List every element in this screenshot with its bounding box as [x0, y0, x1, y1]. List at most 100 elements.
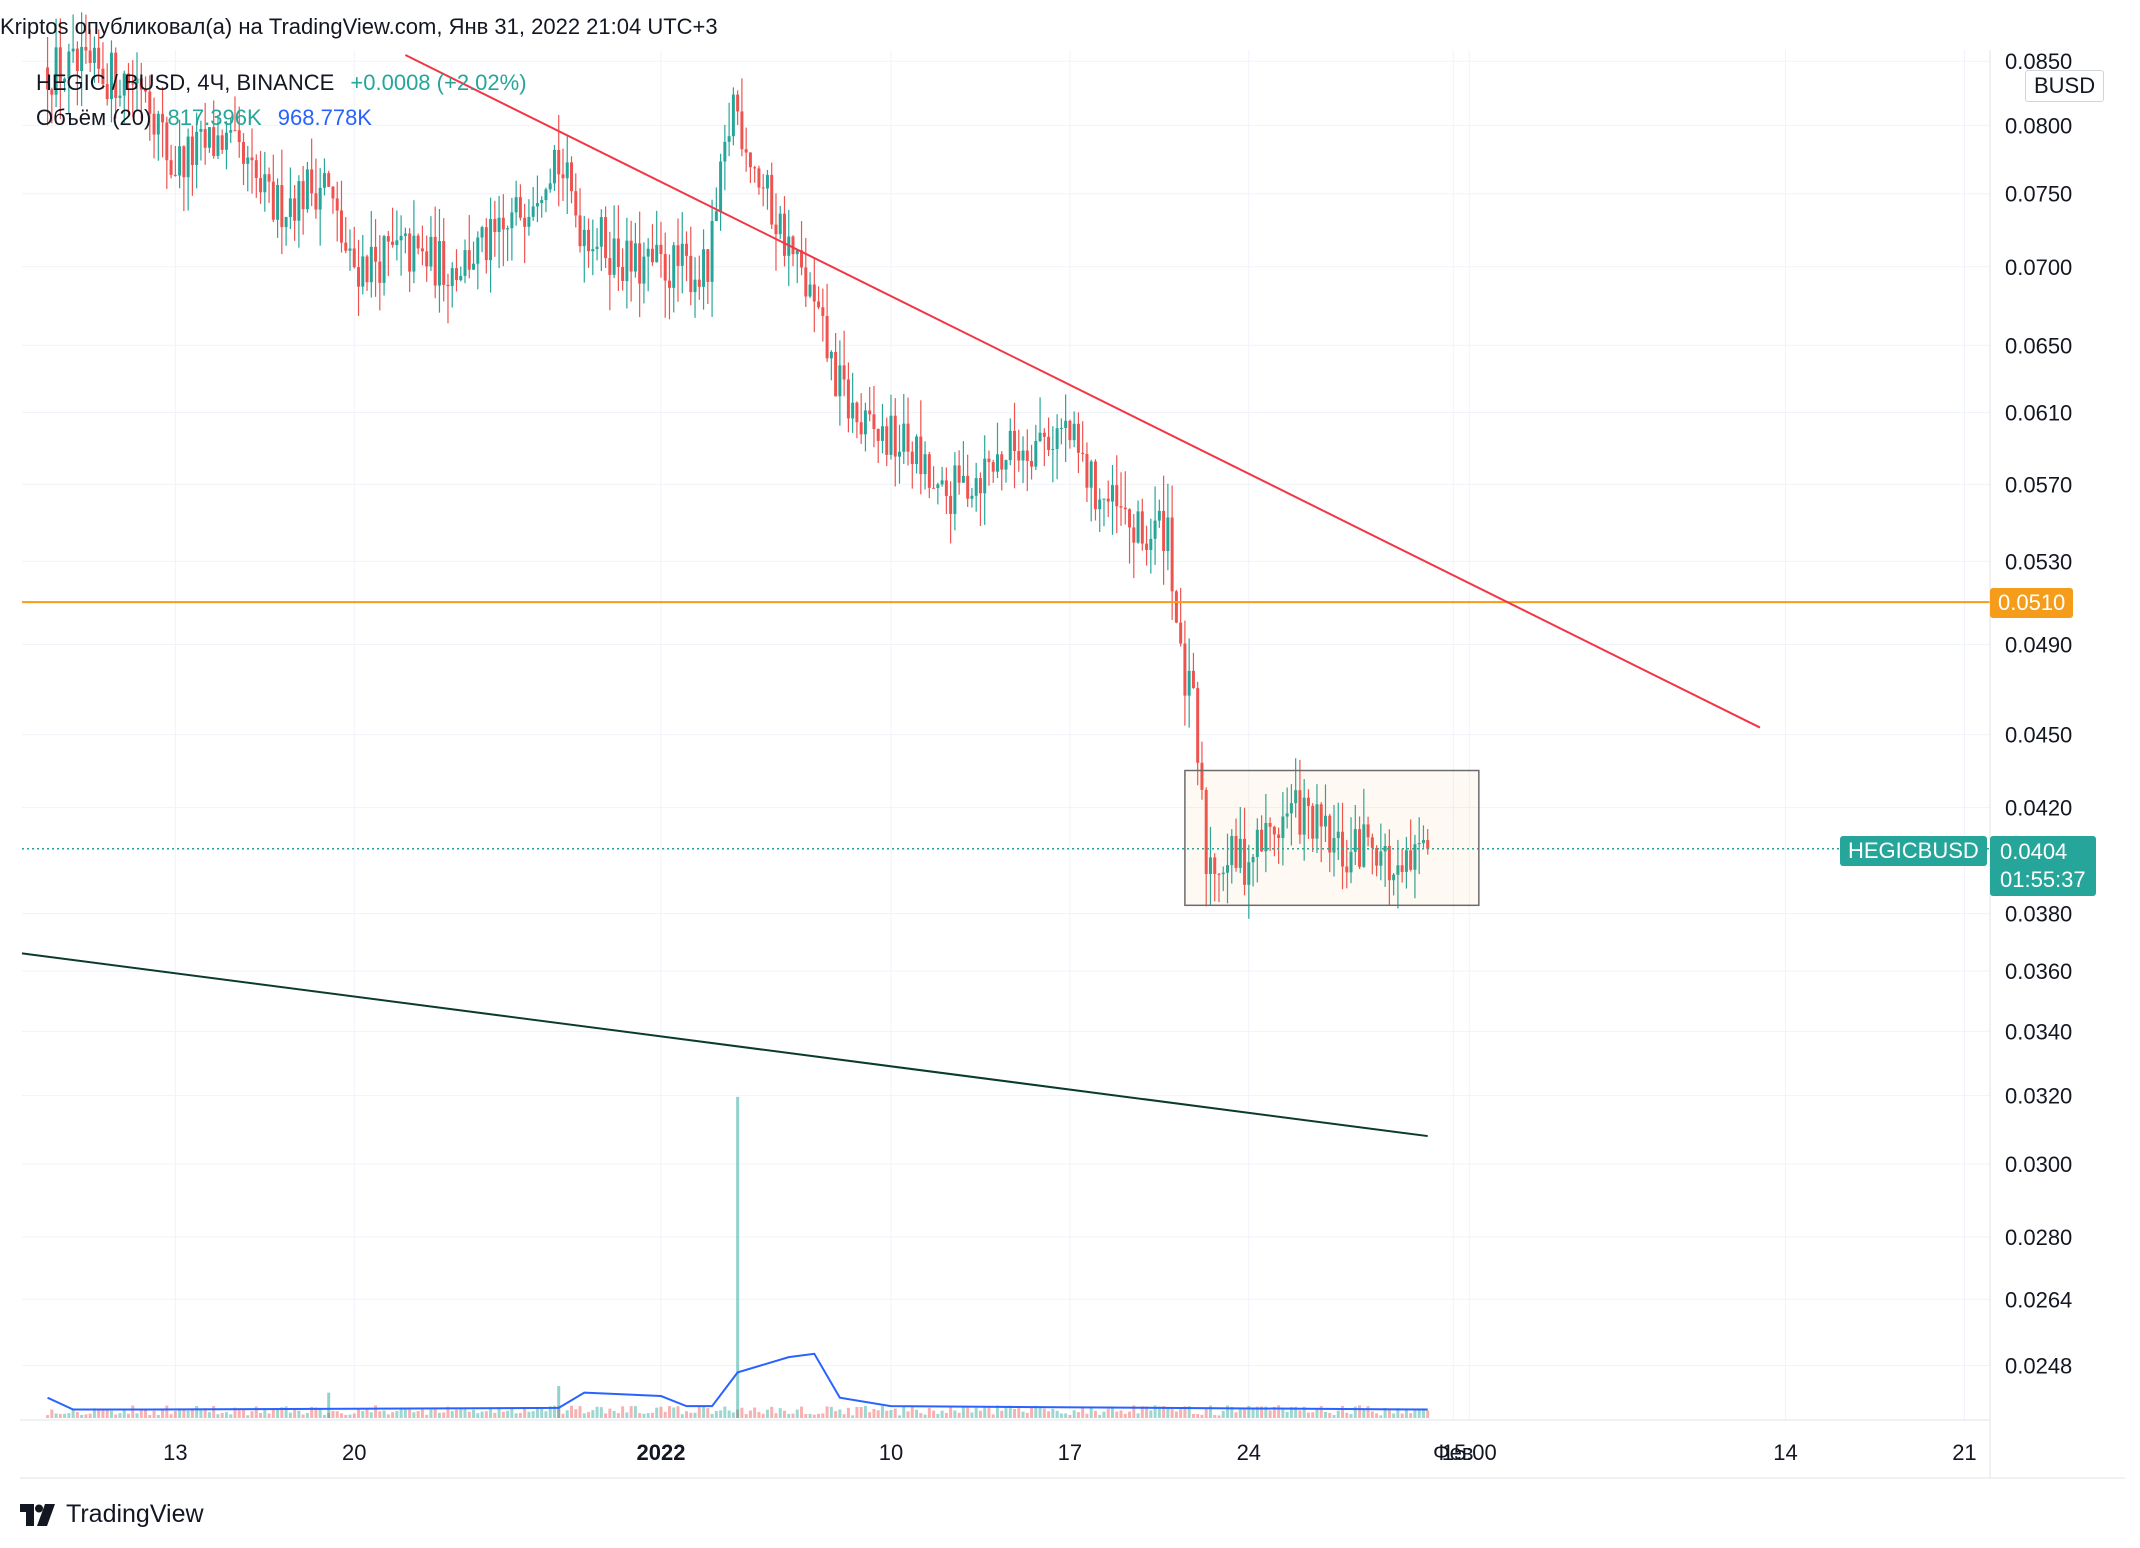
- volume-bar: [800, 1406, 804, 1418]
- candle-body: [148, 91, 152, 114]
- candle-body: [1319, 804, 1323, 827]
- volume-bar: [834, 1411, 838, 1418]
- volume-bar: [1064, 1413, 1068, 1418]
- candle-body: [842, 365, 846, 380]
- volume-bar: [1349, 1414, 1353, 1418]
- candle-body: [1187, 670, 1191, 696]
- candle-body: [233, 130, 237, 132]
- volume-bar: [1174, 1411, 1178, 1418]
- candle-body: [561, 174, 565, 179]
- volume-indicator-name[interactable]: Объём (20): [36, 105, 152, 130]
- volume-legend[interactable]: Объём (20) 817.396K 968.778K: [36, 105, 372, 131]
- candle-body: [190, 136, 194, 166]
- price-tick-label: 0.0360: [2005, 959, 2072, 984]
- volume-bar: [493, 1412, 497, 1418]
- volume-bar: [1315, 1409, 1319, 1418]
- volume-bar: [173, 1410, 177, 1418]
- volume-bar: [787, 1413, 791, 1418]
- candle-body: [335, 198, 339, 211]
- candle-body: [898, 451, 901, 457]
- candle-body: [1294, 790, 1298, 804]
- volume-bar: [655, 1407, 659, 1418]
- volume-bar: [808, 1413, 812, 1418]
- candle-body: [731, 94, 735, 137]
- candle-body: [574, 191, 578, 216]
- price-tick-label: 0.0280: [2005, 1225, 2072, 1250]
- symbol-title[interactable]: HEGIC / BUSD, 4Ч, BINANCE: [36, 70, 335, 95]
- candle-body: [1119, 506, 1123, 508]
- volume-bar: [548, 1406, 552, 1418]
- candle-body: [139, 78, 143, 90]
- drawings[interactable]: [21, 54, 1990, 1138]
- volume-bar: [540, 1408, 544, 1418]
- volume-bar: [599, 1407, 603, 1418]
- candle-body: [765, 174, 769, 189]
- volume-bar: [361, 1411, 365, 1418]
- volume-bar: [259, 1412, 263, 1418]
- volume-bar: [63, 1413, 67, 1418]
- volume-bar: [565, 1410, 569, 1418]
- volume-bar: [1226, 1405, 1229, 1418]
- volume-bar: [846, 1407, 850, 1418]
- volume-bar: [305, 1412, 309, 1418]
- candle-body: [1221, 872, 1225, 875]
- candle-body: [710, 221, 714, 282]
- candle-body: [778, 213, 782, 235]
- candle-body: [783, 213, 786, 256]
- candle-body: [1404, 850, 1408, 872]
- volume-bar: [246, 1415, 250, 1418]
- candle-body: [1093, 461, 1097, 510]
- volume-bar: [1170, 1409, 1174, 1418]
- candle-body: [693, 279, 697, 293]
- volume-bar: [101, 1410, 105, 1418]
- tradingview-logo[interactable]: TradingView: [20, 1500, 204, 1529]
- volume-bar: [1076, 1412, 1080, 1418]
- volume-bar: [1055, 1410, 1059, 1418]
- candle-body: [595, 246, 599, 250]
- candle-body: [1302, 797, 1306, 835]
- volume-bar: [1306, 1412, 1310, 1418]
- candle-body: [463, 250, 467, 276]
- price-tick-label: 0.0610: [2005, 401, 2072, 426]
- candle-body: [254, 160, 258, 178]
- volume-bar: [1404, 1409, 1408, 1418]
- candle-body: [1243, 838, 1247, 885]
- candle-body: [429, 236, 433, 267]
- symbol-legend[interactable]: HEGIC / BUSD, 4Ч, BINANCE +0.0008 (+2.02…: [36, 70, 527, 96]
- volume-bar: [1341, 1405, 1345, 1418]
- publish-info: Kriptos опубликовал(а) на TradingView.co…: [0, 14, 718, 39]
- candle-body: [284, 216, 288, 228]
- volume-bar: [991, 1414, 995, 1418]
- price-tick-label: 0.0320: [2005, 1084, 2072, 1109]
- volume-bar: [67, 1413, 71, 1418]
- volume-bar: [71, 1409, 75, 1418]
- candle-body: [1272, 826, 1276, 835]
- candle-body: [906, 423, 910, 452]
- candle-body: [288, 198, 292, 217]
- candle-body: [535, 203, 539, 207]
- currency-badge[interactable]: BUSD: [2025, 70, 2105, 102]
- volume-bar: [144, 1408, 148, 1418]
- candle-body: [817, 301, 821, 308]
- candle-body: [608, 258, 612, 275]
- volume-bar: [1013, 1408, 1017, 1418]
- volume-bar: [1030, 1407, 1034, 1418]
- price-tick-label: 0.0248: [2005, 1353, 2072, 1378]
- candle-body: [744, 149, 748, 153]
- price-change: +0.0008 (+2.02%): [350, 70, 527, 95]
- volume-bar: [693, 1412, 697, 1418]
- candle-body: [957, 465, 961, 483]
- volume-bar: [1375, 1413, 1379, 1418]
- candle-body: [1111, 485, 1114, 502]
- candle-body: [1277, 834, 1281, 839]
- candle-body: [1013, 430, 1017, 452]
- volume-bar: [582, 1413, 586, 1418]
- candle-body: [212, 127, 216, 156]
- volume-bar: [497, 1407, 501, 1418]
- candle-body: [314, 193, 318, 210]
- time-tick-label: 14: [1773, 1440, 1797, 1465]
- candle-body: [1426, 840, 1430, 849]
- candle-body: [75, 48, 79, 72]
- volume-bar: [1017, 1408, 1021, 1418]
